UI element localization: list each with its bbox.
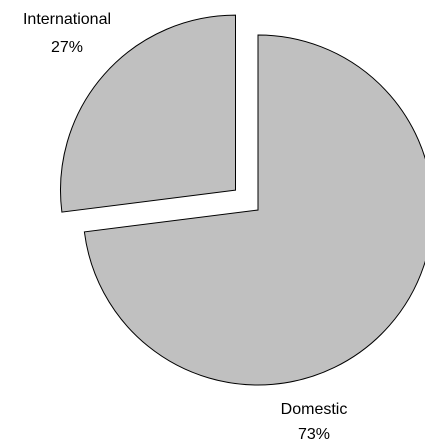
pie-slice-domestic bbox=[83, 34, 425, 386]
pie-slice-international bbox=[59, 14, 236, 213]
slice-label-domestic: Domestic bbox=[281, 401, 348, 418]
slice-percent-international: 27% bbox=[51, 39, 83, 56]
slice-label-international: International bbox=[23, 11, 111, 28]
slice-percent-domestic: 73% bbox=[298, 426, 330, 442]
pie-slices bbox=[59, 14, 425, 386]
